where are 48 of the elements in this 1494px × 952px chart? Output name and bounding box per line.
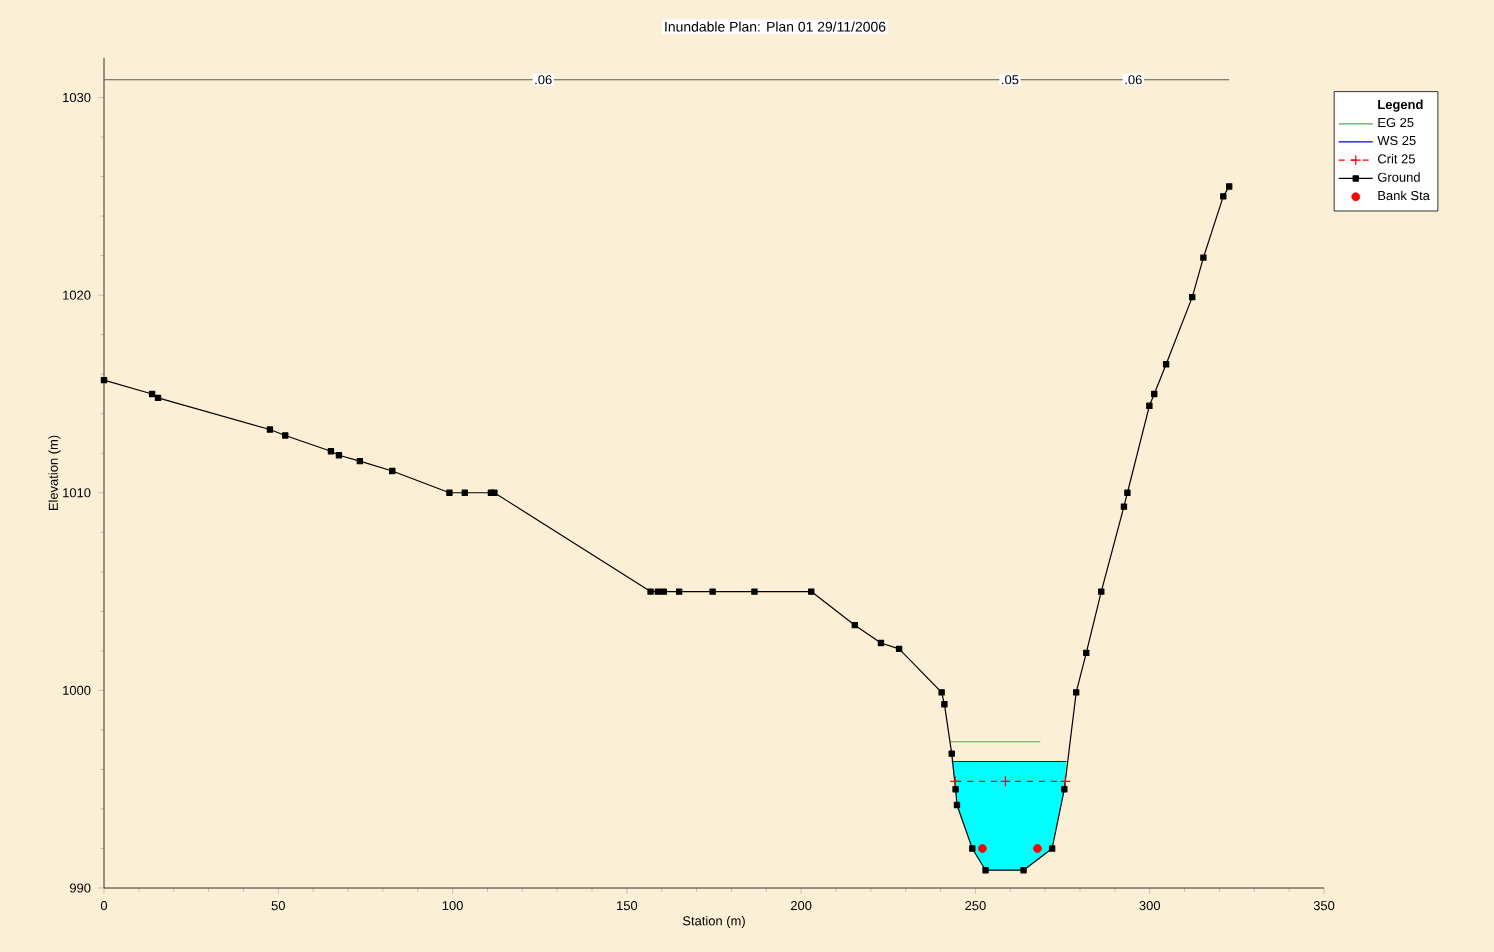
- point: [1162, 361, 1170, 368]
- point: [1146, 402, 1153, 409]
- point: [1072, 689, 1080, 696]
- point: [1200, 254, 1207, 261]
- point: [1033, 844, 1042, 853]
- point: [895, 645, 903, 653]
- point: [1061, 786, 1068, 793]
- point: [1226, 183, 1233, 190]
- point: [1059, 775, 1071, 787]
- point: [1048, 845, 1056, 852]
- point: [675, 588, 683, 595]
- point: [1098, 588, 1105, 595]
- point: [461, 489, 468, 496]
- point: [948, 750, 955, 757]
- point: [978, 844, 987, 853]
- point: [709, 588, 716, 595]
- point: [751, 588, 758, 595]
- point: [647, 588, 654, 595]
- point: [660, 588, 667, 595]
- point: [154, 394, 162, 402]
- point: [282, 432, 289, 439]
- point: [999, 775, 1011, 787]
- point: [938, 689, 945, 696]
- point: [100, 376, 108, 384]
- point: [446, 489, 453, 496]
- point: [327, 448, 335, 455]
- point: [148, 390, 156, 398]
- point: [953, 801, 961, 809]
- point: [356, 457, 364, 465]
- point: [1189, 293, 1196, 301]
- point: [877, 639, 885, 647]
- point: [851, 621, 859, 629]
- point: [266, 426, 274, 433]
- point: [1124, 489, 1131, 496]
- point: [952, 786, 959, 793]
- point: [982, 867, 989, 874]
- point: [1220, 193, 1227, 200]
- point: [941, 701, 948, 708]
- point: [335, 452, 343, 459]
- point: [389, 467, 396, 475]
- point: [1151, 390, 1158, 398]
- point: [969, 845, 976, 852]
- point: [949, 775, 961, 787]
- point: [1083, 649, 1090, 657]
- point: [808, 588, 815, 595]
- point: [654, 588, 662, 595]
- point: [1120, 503, 1128, 510]
- point: [1020, 867, 1027, 874]
